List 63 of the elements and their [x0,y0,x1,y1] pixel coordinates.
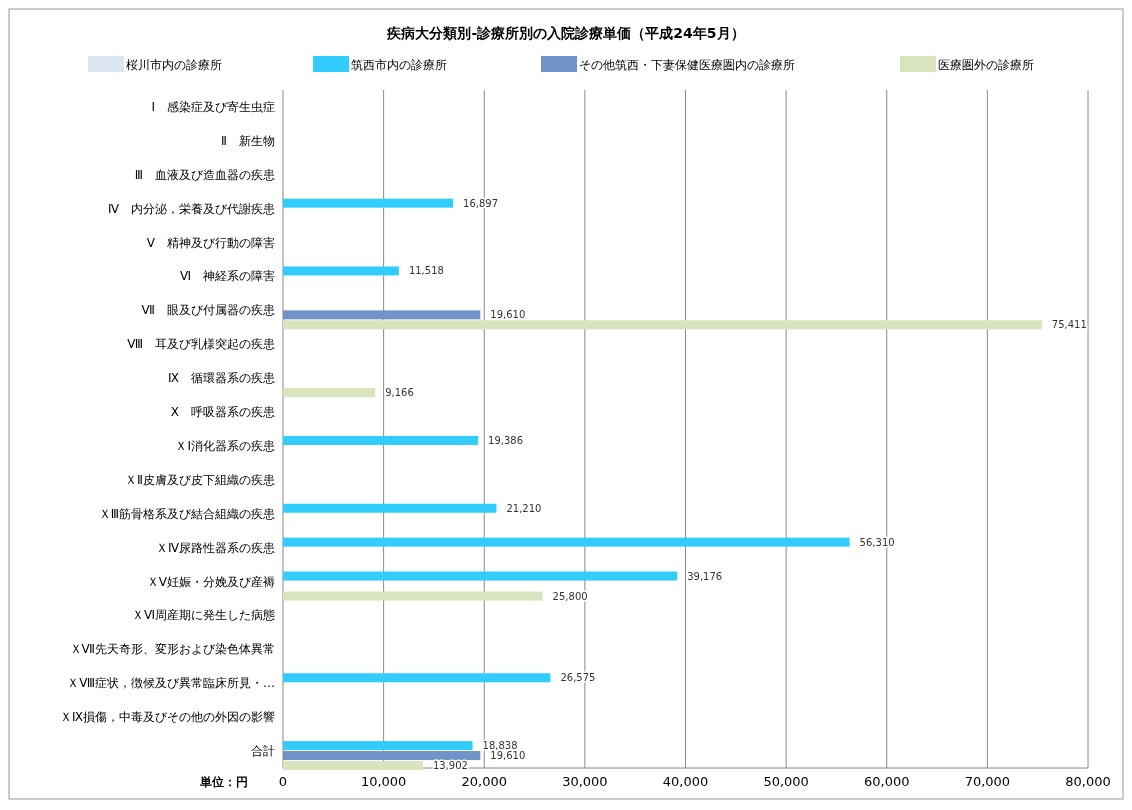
data-label: 75,411 [1051,319,1087,331]
data-label: 26,575 [560,672,596,684]
bar [283,673,551,683]
y-tick-label: Ⅳ 内分泌，栄養及び代謝疾患 [107,201,275,216]
y-tick-label: ＸⅤ妊娠・分娩及び産褥 [146,574,275,589]
x-tick-label: 70,000 [964,774,1011,789]
y-tick-label: ＸⅦ先天奇形、変形および染色体異常 [69,642,275,657]
bar [283,198,454,208]
bar [283,537,850,547]
bar [283,741,473,751]
y-tick-label: ＸⅢ筋骨格系及び結合組織の疾患 [98,506,275,521]
data-label: 19,386 [488,434,524,446]
y-tick-label: Ⅰ 感染症及び寄生虫症 [151,99,275,114]
y-tick-label: Ⅷ 耳及び乳様突起の疾患 [127,337,275,352]
y-tick-label: ＸⅠ消化器系の疾患 [175,438,275,453]
data-label: 39,176 [687,570,723,582]
y-tick-label: Ⅴ 精神及び行動の障害 [146,235,275,250]
x-tick-label: 10,000 [360,774,407,789]
data-label: 21,210 [506,502,542,514]
data-label: 19,610 [490,309,526,321]
text: 単位：円 [199,775,248,789]
data-label: 25,800 [552,590,588,602]
x-tick-label: 60,000 [864,774,910,789]
bar [283,591,543,601]
y-tick-label: Ⅵ 神経系の障害 [179,269,275,284]
x-tick-label: 0 [278,774,288,789]
y-tick-label: Ⅸ 循環器系の疾患 [167,371,275,386]
legend-label: その他筑西・下妻保健医療圏内の診療所 [579,58,795,72]
bar [283,388,376,398]
data-label: 19,610 [490,750,526,762]
data-label: 18,838 [482,740,518,752]
bar [283,435,479,445]
x-tick-label: 80,000 [1065,774,1111,789]
y-tick-label: 合計 [251,744,275,759]
y-tick-label: Ⅶ 眼及び付属器の疾患 [141,303,275,318]
bar [283,571,678,581]
bar [283,503,497,513]
y-tick-label: Ⅹ 呼吸器系の疾患 [170,405,275,420]
y-tick-label: ＸⅣ尿路性器系の疾患 [155,540,275,555]
bar [283,266,399,276]
data-label: 11,518 [408,265,444,277]
y-tick-label: ＸⅧ症状，徴候及び異常臨床所見・… [67,676,275,691]
bar [283,310,481,320]
y-tick-label: ＸⅡ皮膚及び皮下組織の疾患 [125,472,275,487]
legend-label: 筑西市内の診療所 [351,58,447,72]
data-label: 13,902 [432,760,468,772]
chart-title: 疾病大分類別-診療所別の入院診療単価（平成24年5月） [386,25,745,41]
x-tick-label: 20,000 [461,774,507,789]
y-tick-label: Ⅲ 血液及び造血器の疾患 [134,167,275,182]
y-tick-label: ＸⅨ損傷，中毒及びその他の外因の影響 [59,710,275,725]
data-label: 9,166 [385,387,414,399]
legend-label: 桜川市内の診療所 [126,58,222,72]
data-label: 56,310 [859,536,895,548]
bar [283,761,423,771]
x-tick-label: 50,000 [763,774,809,789]
bar [283,751,481,761]
legend-label: 医療圏外の診療所 [938,58,1034,72]
x-tick-label: 30,000 [562,774,608,789]
x-tick-label: 40,000 [662,774,709,789]
data-label: 16,897 [463,197,499,209]
y-tick-label: ＸⅥ周産期に発生した病態 [131,608,275,623]
bar [283,320,1042,330]
y-tick-label: Ⅱ 新生物 [221,133,275,148]
